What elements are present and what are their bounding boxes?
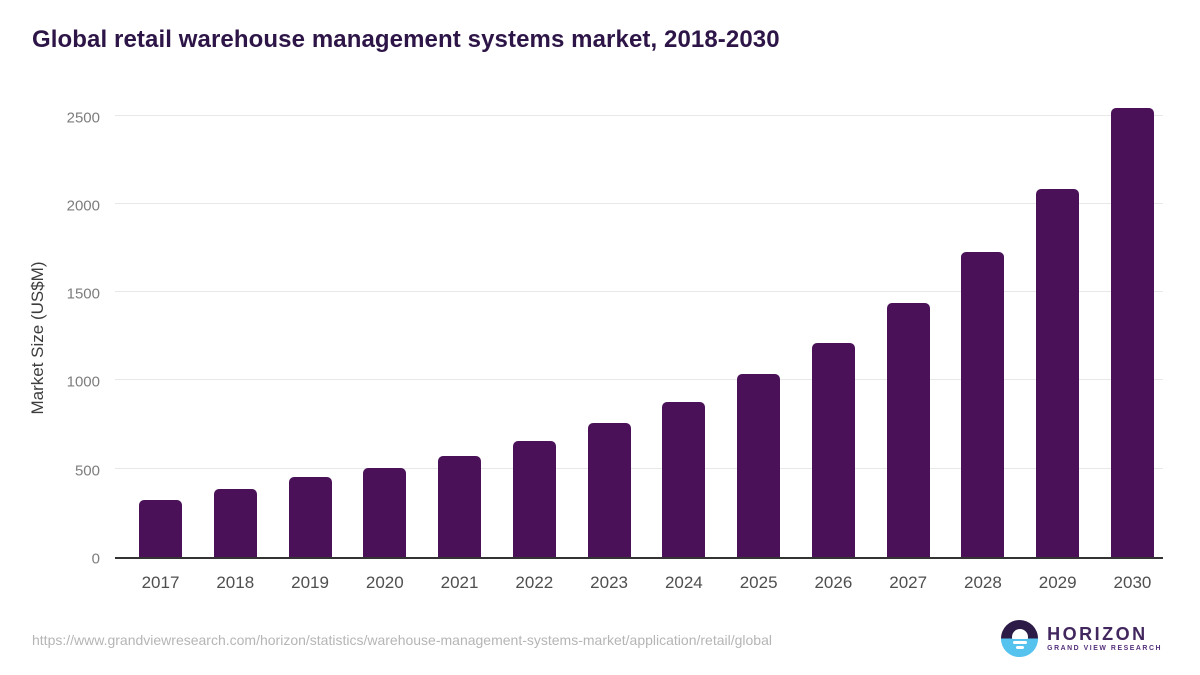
bar-2029 xyxy=(1036,188,1080,557)
gridline-500 xyxy=(115,467,1163,469)
gridline-2000 xyxy=(115,202,1163,204)
bar-2022 xyxy=(512,440,556,557)
logo-text-block: HORIZON GRAND VIEW RESEARCH xyxy=(1047,625,1162,653)
bar-cell-2026: 2026 xyxy=(811,99,855,592)
y-axis-tick-labels: 0 500 1000 1500 2000 2500 xyxy=(0,99,100,567)
sea-shape xyxy=(1001,638,1039,657)
plot-area: 2017 2018 2019 2020 2021 2022 2023 2024 2025 2026… xyxy=(115,99,1163,592)
bar-2027 xyxy=(886,302,930,557)
bar-cell-2019: 2019 xyxy=(288,99,332,592)
bar-cell-2018: 2018 xyxy=(213,99,257,592)
x-label-2028: 2028 xyxy=(964,573,1002,592)
bar-2025 xyxy=(737,374,781,557)
bar-2028 xyxy=(961,251,1005,557)
bar-cell-2022: 2022 xyxy=(512,99,556,592)
x-label-2029: 2029 xyxy=(1038,573,1077,592)
x-label-2023: 2023 xyxy=(590,573,629,592)
bar-series: 2017 2018 2019 2020 2021 2022 2023 2024 2025 2026… xyxy=(115,99,1163,592)
x-label-2019: 2019 xyxy=(291,573,329,592)
bar-cell-2028: 2028 xyxy=(961,99,1005,592)
bar-cell-2020: 2020 xyxy=(363,99,407,592)
x-label-2026: 2026 xyxy=(814,573,853,592)
bar-2020 xyxy=(363,467,407,557)
chart-title: Global retail warehouse management syste… xyxy=(32,26,780,53)
bar-2018 xyxy=(213,489,257,557)
gridline-2500 xyxy=(115,114,1163,116)
bar-cell-2029: 2029 xyxy=(1036,99,1080,592)
y-tick-1500: 1500 xyxy=(66,285,100,303)
y-tick-2000: 2000 xyxy=(66,197,100,215)
bar-cell-2030: 2030 xyxy=(1110,99,1154,592)
x-label-2030: 2030 xyxy=(1113,573,1152,592)
source-url: https://www.grandviewresearch.com/horizo… xyxy=(32,632,772,648)
x-label-2018: 2018 xyxy=(216,573,255,592)
bar-2030 xyxy=(1110,107,1154,557)
logo-title: HORIZON xyxy=(1047,623,1148,644)
bar-cell-2017: 2017 xyxy=(139,99,182,592)
x-label-2027: 2027 xyxy=(889,573,928,592)
bar-2024 xyxy=(662,401,706,557)
horizon-logo: HORIZON GRAND VIEW RESEARCH xyxy=(1001,620,1162,657)
x-label-2021: 2021 xyxy=(440,573,479,592)
x-label-2022: 2022 xyxy=(515,573,554,592)
bar-2026 xyxy=(811,342,855,557)
bar-cell-2027: 2027 xyxy=(886,99,930,592)
y-tick-1000: 1000 xyxy=(66,373,100,391)
y-tick-0: 0 xyxy=(91,550,100,568)
bar-cell-2021: 2021 xyxy=(438,99,482,592)
bar-cell-2024: 2024 xyxy=(662,99,706,592)
x-label-2017: 2017 xyxy=(141,573,180,592)
x-label-2024: 2024 xyxy=(664,573,703,592)
horizon-logo-icon xyxy=(1001,620,1039,657)
bar-cell-2025: 2025 xyxy=(737,99,781,592)
y-tick-500: 500 xyxy=(74,462,100,480)
bar-2021 xyxy=(438,456,482,557)
bar-cell-2023: 2023 xyxy=(587,99,631,592)
bar-2017 xyxy=(139,499,182,557)
bar-2023 xyxy=(587,422,631,557)
x-label-2025: 2025 xyxy=(739,573,778,592)
gridline-1000 xyxy=(115,379,1163,381)
gridline-1500 xyxy=(115,291,1163,293)
logo-subtitle: GRAND VIEW RESEARCH xyxy=(1047,644,1162,652)
x-label-2020: 2020 xyxy=(365,573,404,592)
bar-2019 xyxy=(288,477,332,557)
y-tick-2500: 2500 xyxy=(66,109,100,127)
